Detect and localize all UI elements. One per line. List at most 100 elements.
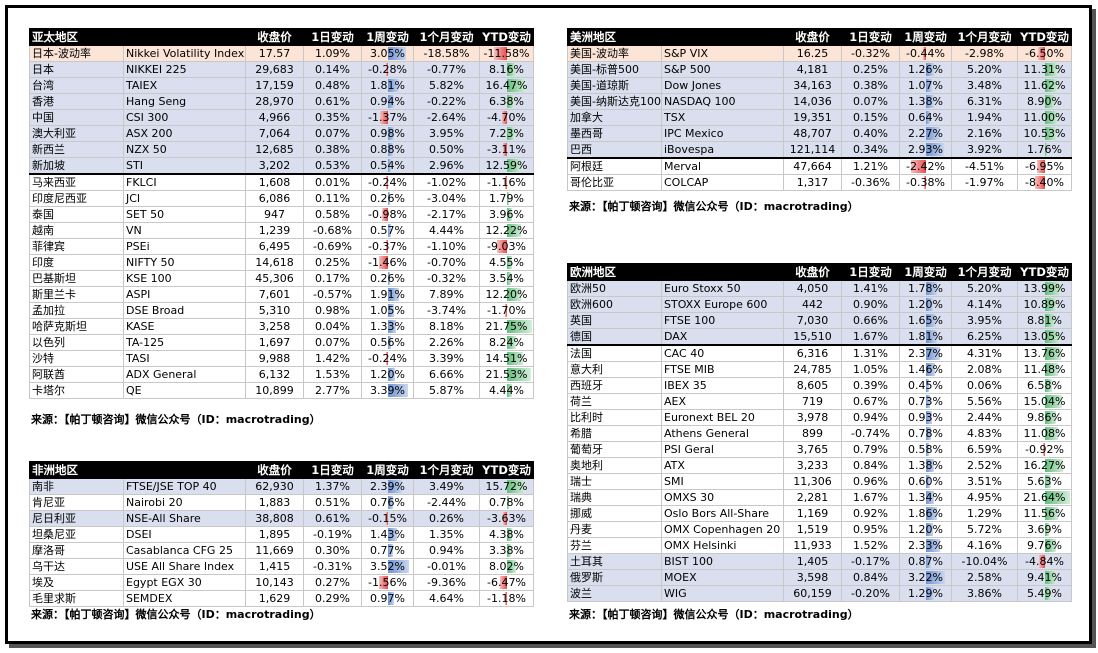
market-name: 坦桑尼亚 [29, 526, 124, 543]
one-day-change: -0.32% [841, 45, 900, 62]
one-day-change: 0.90% [841, 296, 900, 313]
negative-bar [379, 576, 388, 589]
ytd-change: 13.76% [1017, 344, 1072, 362]
table-row: 阿根廷 Merval 47,664 1.21% -2.42% -4.51% -6.95% [567, 157, 1072, 175]
one-month-change: -2.44% [413, 494, 480, 511]
market-name: 越南 [29, 222, 124, 239]
one-day-change: 0.48% [303, 77, 362, 94]
index-header [661, 28, 784, 46]
one-day-header: 1日变动 [303, 461, 362, 479]
index-name: DSE Broad [123, 302, 246, 319]
positive-bar [388, 127, 394, 140]
one-day-change: 1.05% [841, 361, 900, 378]
bar-value: 1.91% [370, 287, 405, 301]
bar-value: -0.98% [368, 207, 407, 221]
ytd-header: YTD变动 [479, 461, 534, 479]
index-name: OMX Helsinki [661, 537, 784, 554]
ytd-change: 9.76% [1017, 537, 1072, 554]
market-name: 意大利 [567, 361, 662, 378]
one-month-change: 2.26% [413, 334, 480, 351]
negative-bar [924, 176, 926, 189]
close-price: 6,316 [783, 344, 842, 362]
positive-bar [388, 544, 393, 557]
ytd-change: -4.84% [1017, 553, 1072, 570]
positive-bar [388, 320, 396, 333]
one-day-change: -0.17% [841, 553, 900, 570]
one-week-change: 3.05% [361, 45, 414, 62]
positive-bar [388, 528, 397, 541]
ytd-change: -1.18% [479, 590, 534, 607]
positive-bar [1045, 63, 1058, 76]
market-name: 奥地利 [567, 457, 662, 474]
one-week-header: 1周变动 [361, 28, 414, 46]
positive-bar [926, 507, 937, 520]
ytd-change: 11.08% [1017, 425, 1072, 442]
one-week-change: 1.46% [899, 361, 952, 378]
one-day-change: 0.53% [303, 157, 362, 175]
ytd-header: YTD变动 [1017, 28, 1072, 46]
one-month-change: -9.36% [413, 574, 480, 591]
market-name: 俄罗斯 [567, 569, 662, 586]
index-name: TA-125 [123, 334, 246, 351]
market-name: 土耳其 [567, 553, 662, 570]
one-day-change: 0.07% [303, 125, 362, 142]
bar-value: 1.05% [370, 303, 405, 317]
close-price: 4,050 [783, 280, 842, 297]
close-price: 47,664 [783, 157, 842, 175]
positive-bar [507, 208, 512, 221]
one-month-change: 2.52% [951, 457, 1018, 474]
one-month-change: 3.39% [413, 350, 480, 367]
one-week-change: -0.38% [899, 174, 952, 191]
positive-bar [1045, 491, 1070, 504]
ytd-change: -3.11% [479, 141, 534, 158]
one-week-change: -0.98% [361, 206, 414, 223]
ytd-change: -4.70% [479, 109, 534, 126]
close-price: 3,258 [245, 318, 304, 335]
positive-bar [507, 320, 532, 333]
bar-value: -0.92% [1025, 442, 1064, 456]
ytd-change: 8.02% [479, 558, 534, 575]
one-day-change: -0.69% [303, 238, 362, 255]
index-name: PSI Geral [661, 441, 784, 458]
index-name: Athens General [661, 425, 784, 442]
ytd-change: 10.53% [1017, 125, 1072, 142]
positive-bar [926, 298, 933, 311]
close-price: 16.25 [783, 45, 842, 62]
one-month-change: -0.70% [413, 254, 480, 271]
bar-value: 12.59% [485, 158, 528, 172]
one-month-change: 6.59% [951, 441, 1018, 458]
one-week-change: 1.91% [361, 286, 414, 303]
market-name: 法国 [567, 344, 662, 362]
one-month-change: 5.82% [413, 77, 480, 94]
positive-bar [388, 336, 391, 349]
positive-bar [1045, 379, 1052, 392]
positive-bar [507, 79, 526, 92]
bar-value: -0.28% [368, 62, 407, 76]
one-day-change: 0.61% [303, 93, 362, 110]
table-row: 西班牙 IBEX 35 8,605 0.39% 0.45% 0.06% 6.58% [567, 377, 1072, 394]
positive-bar [1045, 330, 1060, 343]
table-row: 毛里求斯 SEMDEX 1,629 0.29% 0.97% 4.64% -1.18% [29, 590, 534, 607]
market-name: 卡塔尔 [29, 382, 124, 399]
one-month-change: 5.20% [951, 61, 1018, 78]
index-name: ASPI [123, 286, 246, 303]
one-month-change: 3.95% [413, 125, 480, 142]
bar-value: 11.08% [1023, 426, 1066, 440]
close-price: 1,169 [783, 505, 842, 522]
negative-bar [386, 352, 388, 365]
table-row: 土耳其 BIST 100 1,405 -0.17% 0.87% -10.04% -4.84% [567, 553, 1072, 570]
table-header-row: 亚太地区 收盘价 1日变动 1周变动 1个月变动 YTD变动 [29, 28, 534, 46]
africa-source-note: 来源：【帕丁顿咨询】微信公众号（ID：macrotrading） [31, 608, 321, 621]
one-week-change: -1.37% [361, 109, 414, 126]
negative-bar [1039, 555, 1045, 568]
ytd-change: -3.63% [479, 510, 534, 527]
one-week-change: 1.38% [899, 93, 952, 110]
bar-value: 2.37% [908, 346, 943, 360]
table-row: 台湾 TAIEX 17,159 0.48% 1.81% 5.82% 16.47% [29, 77, 534, 94]
bar-value: 0.58% [908, 442, 943, 456]
one-week-change: -1.46% [361, 254, 414, 271]
bar-value: 1.33% [370, 319, 405, 333]
ytd-change: 6.58% [1017, 377, 1072, 394]
positive-bar [926, 539, 940, 552]
positive-bar [926, 111, 930, 124]
